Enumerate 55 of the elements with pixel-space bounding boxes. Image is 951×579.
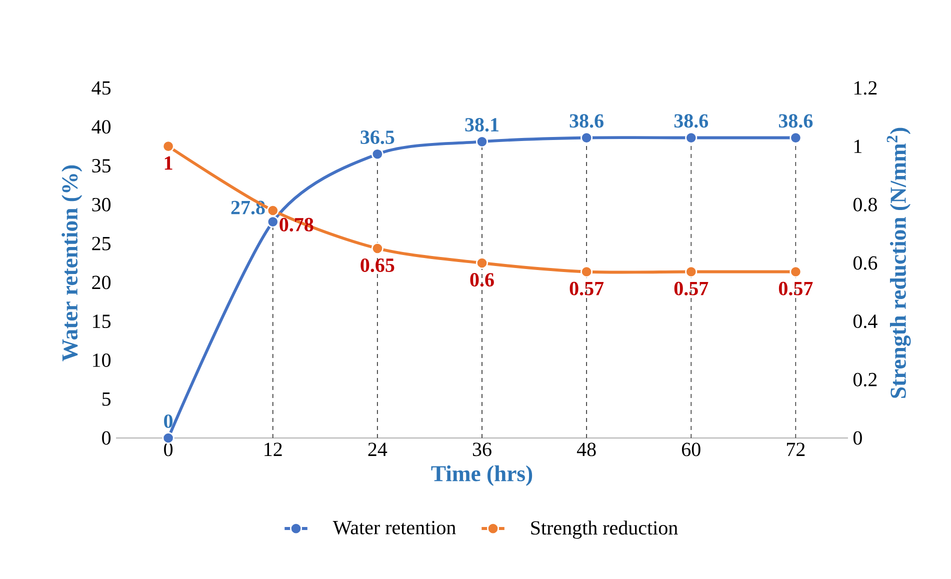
y2-tick-label: 0 <box>853 431 862 445</box>
data-label: 0.6 <box>470 273 494 287</box>
point <box>266 204 279 216</box>
y2-tick-label: 0.8 <box>853 198 877 212</box>
point <box>371 148 384 160</box>
point <box>790 266 802 278</box>
legend-label: Strength reduction <box>531 520 678 539</box>
point <box>790 132 802 144</box>
point <box>162 432 174 444</box>
y2-tick-label: 0.4 <box>853 314 878 328</box>
legend-label: Water retention <box>332 520 456 534</box>
y-tick-label: 0 <box>102 431 111 445</box>
data-label: 38.6 <box>570 114 604 128</box>
point <box>266 216 279 228</box>
point <box>476 256 488 269</box>
data-label: 0.57 <box>674 282 708 296</box>
y-tick-label: 35 <box>92 159 111 172</box>
y2-tick-label: 0.6 <box>853 256 878 270</box>
y-tick-label: 10 <box>93 353 111 367</box>
y2-tick-label: 1.2 <box>854 81 877 95</box>
data-label: 0.57 <box>778 282 813 296</box>
data-label: 1 <box>164 156 172 170</box>
y-tick-label: 40 <box>92 120 111 134</box>
data-label: 38.1 <box>465 118 498 132</box>
data-label: 38.6 <box>674 114 708 128</box>
x-tick-label: 36 <box>472 442 492 456</box>
x-axis-title: Time (hrs) <box>431 465 532 486</box>
point <box>162 140 174 152</box>
point <box>371 242 384 254</box>
y-tick-label: 25 <box>92 236 111 250</box>
data-label: 0.57 <box>570 282 604 296</box>
x-tick-label: 24 <box>368 442 388 456</box>
point <box>580 132 593 144</box>
data-label: 36.5 <box>360 130 394 144</box>
point <box>580 266 593 278</box>
point <box>685 266 698 278</box>
y2-tick-label: 0.2 <box>853 372 877 386</box>
y2-tick-label: 1 <box>854 140 862 153</box>
y-tick-label: 30 <box>92 198 111 212</box>
y2-axis-title: Strength reduction (N/mm$^{2}$) <box>886 128 911 398</box>
y-tick-label: 45 <box>92 81 111 95</box>
data-label: 0 <box>164 414 173 428</box>
data-label: 38.6 <box>778 114 813 128</box>
x-tick-label: 0 <box>164 442 173 456</box>
y-tick-label: 20 <box>92 276 111 290</box>
x-tick-label: 12 <box>264 442 282 456</box>
y-tick-label: 5 <box>102 392 111 406</box>
x-tick-label: 60 <box>682 442 700 456</box>
x-tick-label: 48 <box>576 442 596 456</box>
point <box>476 136 488 148</box>
x-tick-label: 72 <box>787 442 805 456</box>
y-axis-title: Water retention (%) <box>62 165 82 362</box>
point <box>685 132 698 144</box>
y-tick-label: 15 <box>93 314 111 328</box>
data-label: 0.65 <box>360 258 394 272</box>
